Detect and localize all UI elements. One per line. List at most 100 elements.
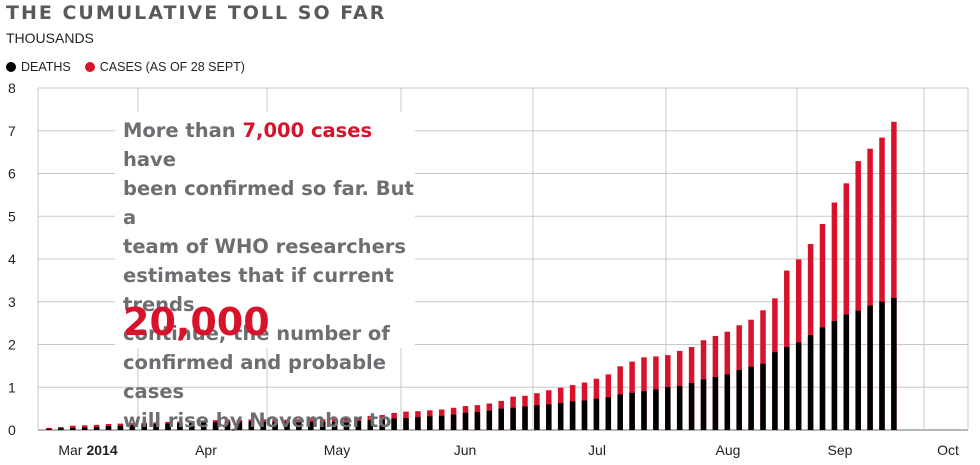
bar-deaths bbox=[308, 421, 314, 430]
bar-deaths bbox=[117, 425, 124, 430]
bar-deaths bbox=[843, 314, 850, 430]
bar-deaths bbox=[510, 407, 516, 430]
bar-deaths bbox=[284, 421, 290, 430]
bar-deaths bbox=[855, 310, 861, 430]
bar-deaths bbox=[712, 376, 719, 430]
annotation-highlight: 7,000 cases bbox=[242, 119, 373, 142]
bar-deaths bbox=[415, 417, 421, 430]
bar-deaths bbox=[772, 352, 778, 430]
bar-deaths bbox=[795, 342, 802, 430]
legend: DEATHS CASES (AS OF 28 SEPT) bbox=[6, 60, 245, 74]
bar-deaths bbox=[105, 426, 112, 430]
bar-deaths bbox=[498, 408, 504, 430]
bar-deaths bbox=[867, 305, 873, 430]
bar-deaths bbox=[272, 421, 278, 430]
bar-deaths bbox=[189, 422, 195, 430]
bar-deaths bbox=[724, 374, 731, 430]
bar-deaths bbox=[331, 421, 338, 430]
bar-deaths bbox=[748, 366, 754, 430]
y-tick-label: 2 bbox=[8, 337, 16, 353]
bar-deaths bbox=[248, 421, 255, 430]
bar-deaths bbox=[891, 297, 897, 430]
bar-cases bbox=[831, 202, 838, 430]
y-tick-label: 3 bbox=[8, 294, 16, 310]
y-tick-label: 1 bbox=[8, 379, 16, 395]
annotation-line: continue, the number of bbox=[123, 322, 390, 345]
annotation-big-number: 20,000 bbox=[123, 300, 270, 344]
annotation-line: been confirmed so far. But a bbox=[123, 177, 414, 229]
x-tick-label: Mar 2014 bbox=[58, 442, 117, 458]
y-tick-label: 0 bbox=[8, 422, 16, 438]
bar-deaths bbox=[81, 427, 88, 430]
bar-deaths bbox=[403, 418, 409, 430]
bar-deaths bbox=[641, 391, 647, 430]
chart-title: THE CUMULATIVE TOLL SO FAR bbox=[6, 2, 387, 24]
bar-deaths bbox=[665, 387, 671, 430]
bar-deaths bbox=[522, 406, 528, 430]
bar-cases bbox=[843, 183, 850, 430]
annotation-line: estimates that if current trends bbox=[123, 264, 394, 316]
bar-deaths bbox=[688, 382, 695, 430]
bar-deaths bbox=[260, 421, 266, 430]
bar-deaths bbox=[534, 405, 540, 430]
bar-deaths bbox=[450, 414, 457, 430]
bar-deaths bbox=[165, 423, 171, 430]
bar-deaths bbox=[462, 412, 469, 430]
y-tick-label: 6 bbox=[8, 166, 16, 182]
x-tick-label: May bbox=[324, 442, 350, 458]
bar-deaths bbox=[391, 418, 397, 430]
annotation-text: More than 7,000 cases have been confirme… bbox=[123, 116, 415, 435]
annotation-line1-pre: More than bbox=[123, 119, 243, 142]
bar-deaths bbox=[569, 401, 576, 430]
bar-deaths bbox=[46, 428, 52, 430]
bar-deaths bbox=[319, 421, 326, 430]
x-tick-label: Jun bbox=[454, 442, 477, 458]
bar-deaths bbox=[676, 385, 683, 430]
bar-deaths bbox=[58, 428, 64, 430]
annotation-line: will rise by November to bbox=[123, 409, 392, 432]
legend-swatch-deaths bbox=[6, 62, 16, 72]
bar-deaths bbox=[343, 421, 350, 430]
y-axis: 0 1 2 3 4 5 6 7 8 bbox=[8, 80, 16, 438]
bar-deaths bbox=[581, 400, 588, 430]
y-tick-label: 7 bbox=[8, 123, 16, 139]
bar-deaths bbox=[546, 404, 552, 430]
bar-deaths bbox=[141, 424, 147, 430]
bar-deaths bbox=[296, 421, 302, 430]
bar-deaths bbox=[153, 424, 159, 430]
y-tick-label: 5 bbox=[8, 208, 16, 224]
bar-deaths bbox=[367, 420, 374, 430]
bar-deaths bbox=[355, 421, 362, 430]
bar-deaths bbox=[427, 416, 433, 430]
bar-deaths bbox=[438, 415, 445, 430]
bar-cases bbox=[819, 223, 826, 430]
y-tick-label: 8 bbox=[8, 80, 16, 96]
bar-deaths bbox=[629, 392, 635, 430]
bar-deaths bbox=[700, 379, 707, 430]
x-tick-label: Sep bbox=[828, 442, 853, 458]
bar-deaths bbox=[70, 427, 76, 430]
legend-item-cases: CASES (AS OF 28 SEPT) bbox=[84, 60, 245, 74]
legend-label-cases: CASES (AS OF 28 SEPT) bbox=[99, 60, 245, 74]
bar-deaths bbox=[224, 421, 231, 430]
x-tick-label: Jul bbox=[588, 442, 606, 458]
bar-deaths bbox=[593, 398, 600, 430]
bar-deaths bbox=[879, 301, 885, 430]
bar-deaths bbox=[177, 423, 183, 430]
legend-label-deaths: DEATHS bbox=[21, 60, 71, 74]
bar-deaths bbox=[486, 410, 493, 430]
bar-cases bbox=[891, 121, 897, 431]
bar-deaths bbox=[807, 335, 814, 430]
bar-deaths bbox=[736, 370, 742, 430]
bar-deaths bbox=[617, 394, 623, 430]
bar-deaths bbox=[379, 419, 385, 430]
annotation-line: team of WHO researchers bbox=[123, 235, 407, 258]
bar-deaths bbox=[605, 397, 612, 430]
bar-deaths bbox=[129, 425, 136, 430]
bar-deaths bbox=[557, 403, 564, 430]
bar-deaths bbox=[653, 389, 659, 430]
x-tick-label: Apr bbox=[195, 442, 217, 458]
legend-item-deaths: DEATHS bbox=[6, 60, 71, 74]
x-tick-label: Oct bbox=[937, 442, 959, 458]
annotation-line: confirmed and probable cases bbox=[123, 351, 386, 403]
